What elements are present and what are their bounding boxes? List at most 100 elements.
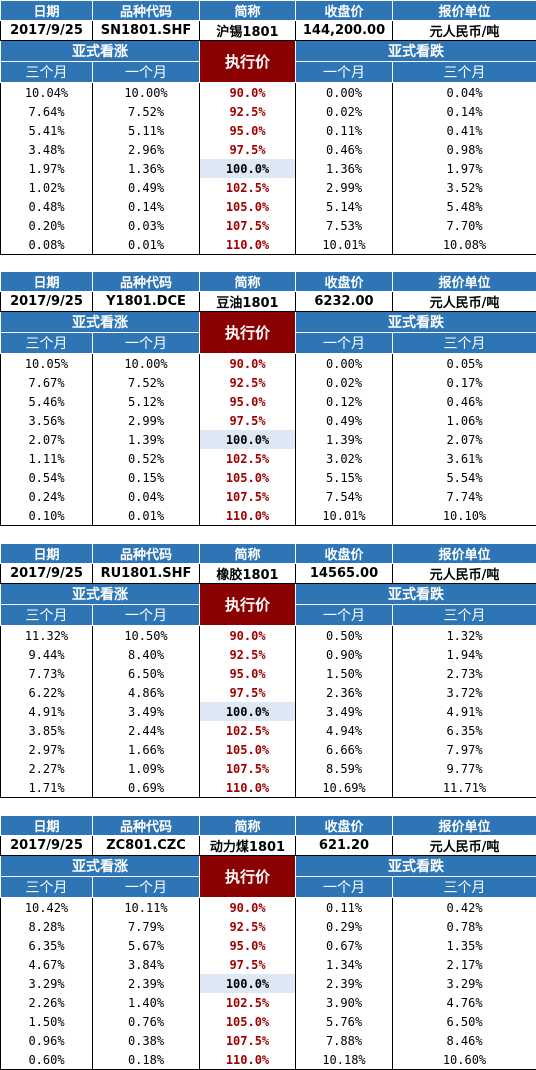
strike-cell: 107.5% xyxy=(200,487,296,506)
quote-table: 日期 品种代码 简称 收盘价 报价单位 2017/9/25 RU1801.SHF… xyxy=(0,543,536,798)
put-three-month-cell: 11.71% xyxy=(393,778,536,798)
strike-cell: 95.0% xyxy=(200,936,296,955)
quote-table: 日期 品种代码 简称 收盘价 报价单位 2017/9/25 SN1801.SHF… xyxy=(0,0,536,255)
put-three-month-cell: 0.46% xyxy=(393,392,536,411)
table-row: 0.24% 0.04% 107.5% 7.54% 7.74% xyxy=(1,487,536,506)
put-three-month-cell: 7.74% xyxy=(393,487,536,506)
put-three-month-cell: 3.29% xyxy=(393,974,536,993)
call-three-month-cell: 0.20% xyxy=(1,216,93,235)
put-three-month-header: 三个月 xyxy=(393,333,536,354)
put-one-month-header: 一个月 xyxy=(296,62,393,83)
call-three-month-cell: 6.22% xyxy=(1,683,93,702)
put-one-month-cell: 1.50% xyxy=(296,664,393,683)
put-three-month-cell: 3.72% xyxy=(393,683,536,702)
call-three-month-header: 三个月 xyxy=(1,62,93,83)
call-one-month-cell: 2.99% xyxy=(93,411,200,430)
put-one-month-cell: 0.46% xyxy=(296,140,393,159)
put-one-month-cell: 0.11% xyxy=(296,898,393,918)
name-header: 简称 xyxy=(200,272,296,292)
table-row: 0.54% 0.15% 105.0% 5.15% 5.54% xyxy=(1,468,536,487)
strike-cell: 110.0% xyxy=(200,506,296,526)
table-row: 1.50% 0.76% 105.0% 5.76% 6.50% xyxy=(1,1012,536,1031)
put-one-month-cell: 1.39% xyxy=(296,430,393,449)
table-row: 2.26% 1.40% 102.5% 3.90% 4.76% xyxy=(1,993,536,1012)
put-one-month-cell: 0.12% xyxy=(296,392,393,411)
quote-table: 日期 品种代码 简称 收盘价 报价单位 2017/9/25 Y1801.DCE … xyxy=(0,271,536,526)
call-one-month-cell: 1.39% xyxy=(93,430,200,449)
strike-cell: 100.0% xyxy=(200,974,296,993)
call-three-month-cell: 2.26% xyxy=(1,993,93,1012)
code-header: 品种代码 xyxy=(93,272,200,292)
code-value: Y1801.DCE xyxy=(93,292,200,312)
put-one-month-cell: 3.02% xyxy=(296,449,393,468)
table-row: 0.10% 0.01% 110.0% 10.01% 10.10% xyxy=(1,506,536,526)
put-one-month-cell: 2.99% xyxy=(296,178,393,197)
strike-cell: 102.5% xyxy=(200,721,296,740)
call-three-month-cell: 5.46% xyxy=(1,392,93,411)
put-one-month-cell: 8.59% xyxy=(296,759,393,778)
call-one-month-cell: 0.49% xyxy=(93,178,200,197)
call-one-month-cell: 0.01% xyxy=(93,235,200,255)
call-three-month-cell: 4.67% xyxy=(1,955,93,974)
call-three-month-cell: 3.85% xyxy=(1,721,93,740)
call-three-month-cell: 7.64% xyxy=(1,102,93,121)
table-row: 6.22% 4.86% 97.5% 2.36% 3.72% xyxy=(1,683,536,702)
put-three-month-cell: 4.76% xyxy=(393,993,536,1012)
put-three-month-cell: 2.73% xyxy=(393,664,536,683)
put-three-month-cell: 5.48% xyxy=(393,197,536,216)
info-header-row: 日期 品种代码 简称 收盘价 报价单位 xyxy=(1,544,536,564)
group-header-row: 亚式看涨 执行价 亚式看跌 xyxy=(1,856,536,877)
put-three-month-cell: 0.14% xyxy=(393,102,536,121)
put-one-month-cell: 5.14% xyxy=(296,197,393,216)
name-value: 橡胶1801 xyxy=(200,564,296,584)
table-row: 1.71% 0.69% 110.0% 10.69% 11.71% xyxy=(1,778,536,798)
call-three-month-cell: 11.32% xyxy=(1,626,93,646)
put-three-month-cell: 3.52% xyxy=(393,178,536,197)
put-three-month-cell: 4.91% xyxy=(393,702,536,721)
quote-table: 日期 品种代码 简称 收盘价 报价单位 2017/9/25 ZC801.CZC … xyxy=(0,815,536,1070)
strike-header: 执行价 xyxy=(200,312,296,354)
info-row: 2017/9/25 Y1801.DCE 豆油1801 6232.00 元人民币/… xyxy=(1,292,536,312)
call-one-month-cell: 2.39% xyxy=(93,974,200,993)
strike-cell: 107.5% xyxy=(200,1031,296,1050)
strike-cell: 100.0% xyxy=(200,430,296,449)
call-one-month-cell: 4.86% xyxy=(93,683,200,702)
unit-header: 报价单位 xyxy=(393,272,536,292)
call-one-month-cell: 2.96% xyxy=(93,140,200,159)
put-three-month-cell: 10.10% xyxy=(393,506,536,526)
close-header: 收盘价 xyxy=(296,1,393,21)
put-one-month-cell: 0.00% xyxy=(296,354,393,374)
put-three-month-header: 三个月 xyxy=(393,877,536,898)
call-one-month-cell: 2.44% xyxy=(93,721,200,740)
close-value: 14565.00 xyxy=(296,564,393,584)
asian-put-header: 亚式看跌 xyxy=(296,856,536,877)
info-header-row: 日期 品种代码 简称 收盘价 报价单位 xyxy=(1,816,536,836)
name-value: 沪锡1801 xyxy=(200,21,296,41)
strike-cell: 107.5% xyxy=(200,216,296,235)
call-three-month-cell: 2.27% xyxy=(1,759,93,778)
put-three-month-cell: 0.42% xyxy=(393,898,536,918)
put-three-month-cell: 1.32% xyxy=(393,626,536,646)
put-one-month-cell: 6.66% xyxy=(296,740,393,759)
put-three-month-cell: 0.78% xyxy=(393,917,536,936)
close-value: 144,200.00 xyxy=(296,21,393,41)
asian-call-header: 亚式看涨 xyxy=(1,856,200,877)
put-one-month-cell: 0.50% xyxy=(296,626,393,646)
put-three-month-cell: 10.08% xyxy=(393,235,536,255)
put-three-month-cell: 2.17% xyxy=(393,955,536,974)
date-header: 日期 xyxy=(1,544,93,564)
call-one-month-cell: 3.84% xyxy=(93,955,200,974)
strike-cell: 92.5% xyxy=(200,373,296,392)
close-value: 6232.00 xyxy=(296,292,393,312)
table-row: 0.08% 0.01% 110.0% 10.01% 10.08% xyxy=(1,235,536,255)
call-one-month-cell: 0.69% xyxy=(93,778,200,798)
name-value: 动力煤1801 xyxy=(200,836,296,856)
unit-value: 元人民币/吨 xyxy=(393,564,536,584)
strike-cell: 95.0% xyxy=(200,664,296,683)
put-three-month-cell: 7.70% xyxy=(393,216,536,235)
call-three-month-cell: 0.60% xyxy=(1,1050,93,1070)
strike-cell: 97.5% xyxy=(200,955,296,974)
unit-header: 报价单位 xyxy=(393,816,536,836)
code-value: ZC801.CZC xyxy=(93,836,200,856)
code-header: 品种代码 xyxy=(93,544,200,564)
